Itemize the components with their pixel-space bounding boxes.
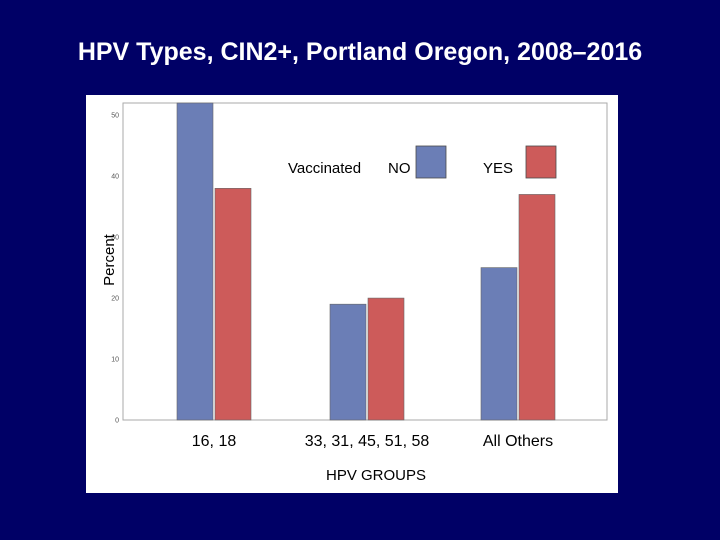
bar-no-1	[329, 303, 367, 421]
bar-chart: 0 10 20 30 40 50 16, 18 33, 31, 45, 51, 58 All …	[101, 102, 608, 484]
x-category-label: 33, 31, 45, 51, 58	[305, 433, 430, 450]
category-labels: 16, 18 33, 31, 45, 51, 58 All Others	[192, 433, 553, 450]
x-category-label: All Others	[483, 433, 553, 450]
legend-label-yes: YES	[483, 160, 513, 177]
bar-no-2	[480, 267, 518, 421]
y-axis-title: Percent	[101, 233, 118, 286]
x-category-label: 16, 18	[192, 433, 237, 450]
y-tick-label: 50	[111, 113, 119, 120]
bars	[176, 102, 556, 421]
y-tick-label: 20	[111, 296, 119, 303]
legend: Vaccinated NO YES	[288, 145, 557, 179]
y-tick-label: 30	[111, 235, 119, 242]
x-axis-title: HPV GROUPS	[326, 467, 426, 484]
y-tick-label: 0	[115, 418, 119, 425]
bar-yes-1	[367, 297, 405, 421]
y-axis-ticks: 0 10 20 30 40 50	[111, 113, 119, 425]
slide-title: HPV Types, CIN2+, Portland Oregon, 2008–…	[77, 38, 643, 66]
chart-panel: 0 10 20 30 40 50 16, 18 33, 31, 45, 51, 58 All …	[86, 95, 618, 493]
y-tick-label: 40	[111, 174, 119, 181]
legend-title: Vaccinated	[288, 160, 361, 177]
y-tick-label: 10	[111, 357, 119, 364]
legend-swatch-no	[415, 145, 447, 179]
bar-yes-2	[518, 194, 556, 421]
legend-swatch-yes	[525, 145, 557, 179]
legend-label-no: NO	[388, 160, 411, 177]
bar-no-0	[176, 102, 214, 421]
bar-yes-0	[214, 188, 252, 421]
